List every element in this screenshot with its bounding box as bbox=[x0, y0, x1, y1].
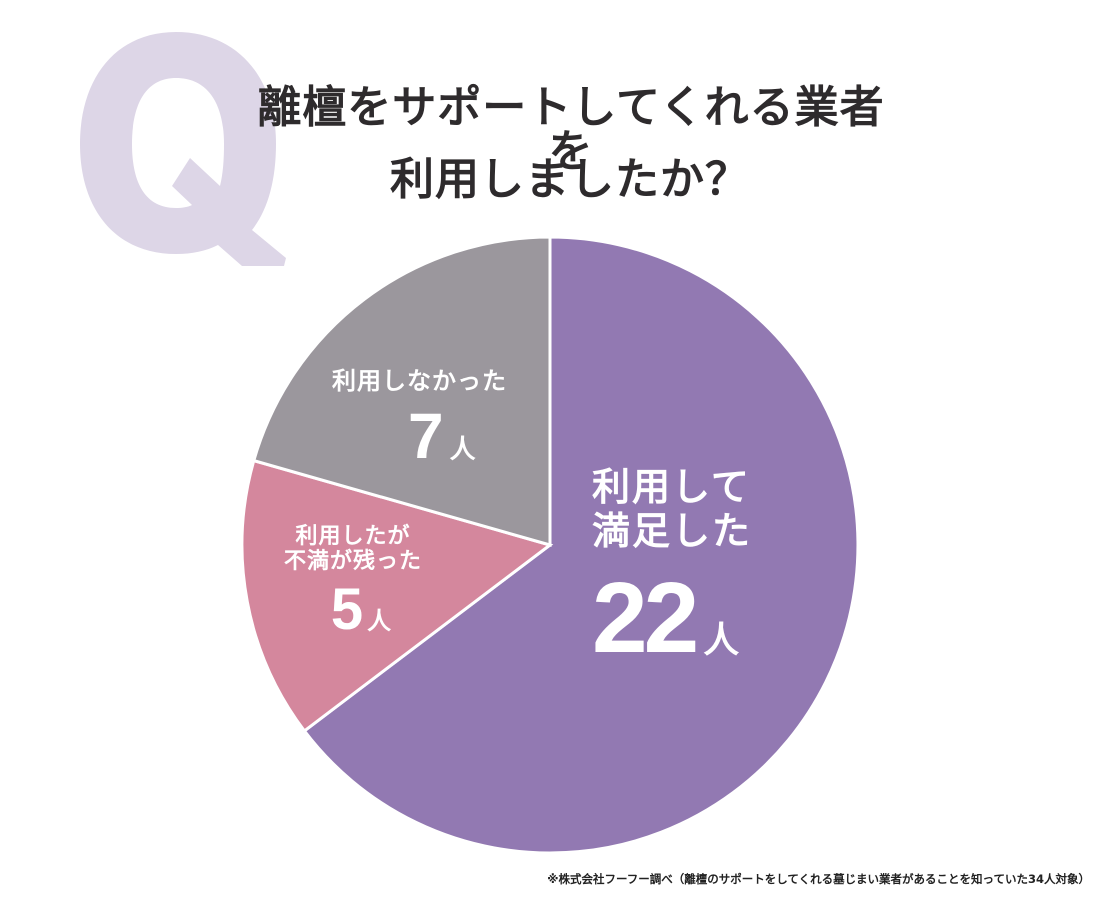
slice-value-not-used: 7 bbox=[408, 399, 444, 472]
chart-title-line2: 利用しましたか？ bbox=[390, 154, 750, 205]
pie-slice-dissatisfied bbox=[240, 458, 554, 734]
slice-unit-not-used: 人 bbox=[449, 434, 476, 465]
source-footnote: ※株式会社フーフー調べ（離檀のサポートをしてくれる墓じまい業者があることを知って… bbox=[547, 872, 1090, 886]
slice-label-satisfied: 利用して 満足した 22 人 bbox=[592, 465, 753, 676]
slice-label-not-used-line1: 利用しなかった bbox=[332, 367, 507, 395]
q-mark-icon bbox=[80, 32, 286, 266]
slice-value-dissatisfied: 5 bbox=[330, 576, 364, 642]
chart-title-line1: 離檀をサポートしてくれる業者を bbox=[257, 82, 885, 177]
slice-label-dissatisfied-line1: 利用したが bbox=[295, 524, 411, 549]
slice-unit-satisfied: 人 bbox=[703, 620, 740, 662]
slice-label-satisfied-line1: 利用して bbox=[592, 465, 751, 509]
slice-value-satisfied: 22 bbox=[592, 562, 699, 675]
pie-slice-satisfied bbox=[302, 235, 860, 855]
slice-unit-dissatisfied: 人 bbox=[367, 606, 392, 635]
pie-slice-not-used bbox=[251, 235, 552, 547]
slice-label-satisfied-line2: 満足した bbox=[592, 508, 753, 553]
slice-label-dissatisfied-line2: 不満が残った bbox=[283, 549, 422, 575]
